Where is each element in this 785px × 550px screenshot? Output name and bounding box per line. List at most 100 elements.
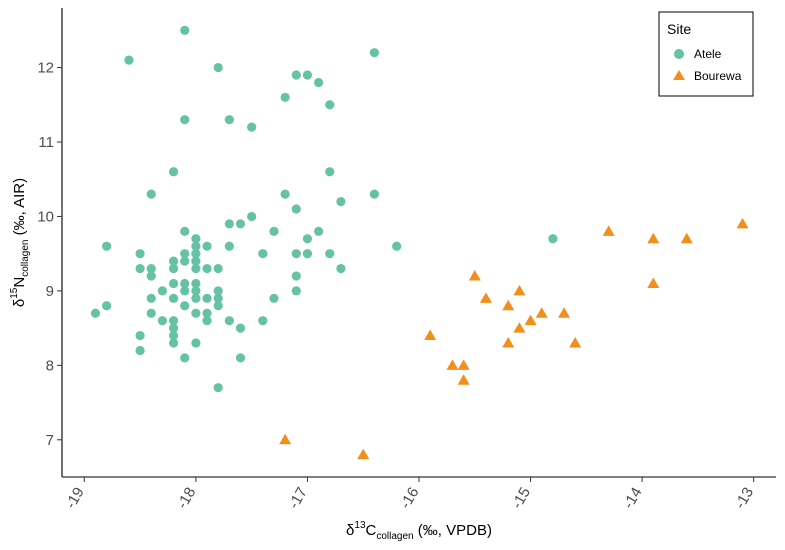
point-bourewa xyxy=(513,322,526,333)
point-atele xyxy=(313,77,324,88)
point-bourewa xyxy=(457,359,470,370)
point-atele xyxy=(224,219,234,229)
point-atele xyxy=(168,256,179,266)
point-atele xyxy=(302,249,313,259)
y-tick-label: 7 xyxy=(46,432,54,449)
point-atele xyxy=(258,316,268,326)
point-atele xyxy=(191,278,201,289)
point-bourewa xyxy=(524,314,537,326)
point-atele xyxy=(135,330,145,341)
point-atele xyxy=(191,293,201,303)
point-atele xyxy=(180,286,190,296)
point-bourewa xyxy=(736,217,749,229)
point-atele xyxy=(280,92,290,102)
y-tick-label: 8 xyxy=(46,357,54,374)
point-bourewa xyxy=(468,270,481,281)
point-atele xyxy=(168,263,179,274)
point-atele xyxy=(291,249,301,259)
point-atele xyxy=(325,100,335,110)
point-bourewa xyxy=(357,448,370,460)
point-atele xyxy=(168,293,179,303)
point-atele xyxy=(168,338,179,348)
point-atele xyxy=(168,278,179,289)
point-atele xyxy=(102,301,112,311)
legend: Site Atele Bourewa xyxy=(658,11,754,97)
point-atele xyxy=(180,115,190,125)
point-atele xyxy=(146,293,156,303)
point-atele xyxy=(336,196,346,207)
point-atele xyxy=(146,263,156,274)
point-atele xyxy=(269,226,279,236)
x-tick-label: -16 xyxy=(397,485,423,512)
point-atele xyxy=(202,316,212,326)
point-atele xyxy=(235,353,246,363)
point-atele xyxy=(291,204,301,214)
point-atele xyxy=(191,286,201,296)
x-axis-title: δ13Ccollagen (‰, VPDB) xyxy=(346,520,492,542)
point-atele xyxy=(180,353,190,363)
x-tick-label: -17 xyxy=(285,485,311,512)
x-tick-label: -19 xyxy=(62,485,88,512)
point-atele xyxy=(247,122,257,132)
y-tick-label: 12 xyxy=(37,60,54,77)
point-atele xyxy=(202,293,212,303)
points-layer xyxy=(90,25,749,460)
point-atele xyxy=(180,226,190,236)
point-atele xyxy=(313,226,324,236)
y-tick-label: 9 xyxy=(46,283,54,300)
point-atele xyxy=(168,167,179,177)
point-bourewa xyxy=(479,292,492,303)
y-tick-label: 11 xyxy=(38,134,54,151)
point-atele xyxy=(325,167,335,177)
point-atele xyxy=(369,189,379,199)
x-tick-label: -15 xyxy=(508,485,534,512)
point-atele xyxy=(224,241,234,251)
point-atele xyxy=(258,249,268,259)
y-tick-label: 10 xyxy=(37,208,54,225)
point-atele xyxy=(224,316,234,326)
point-atele xyxy=(213,62,223,73)
legend-marker-atele xyxy=(674,49,684,59)
point-atele xyxy=(269,293,279,303)
point-atele xyxy=(280,189,290,199)
point-atele xyxy=(213,263,223,274)
legend-title: Site xyxy=(667,21,691,37)
point-bourewa xyxy=(502,337,515,348)
point-bourewa xyxy=(647,232,660,244)
point-atele xyxy=(157,316,168,326)
point-atele xyxy=(146,189,156,199)
point-bourewa xyxy=(424,329,437,341)
point-atele xyxy=(180,25,190,35)
point-bourewa xyxy=(602,225,615,236)
point-atele xyxy=(202,308,212,318)
point-atele xyxy=(102,241,112,251)
y-axis-ticks: 7 8 9 10 11 12 xyxy=(37,60,62,449)
point-atele xyxy=(213,301,223,311)
point-atele xyxy=(336,263,346,274)
point-atele xyxy=(213,293,223,303)
point-atele xyxy=(146,271,156,281)
point-atele xyxy=(180,278,190,289)
point-atele xyxy=(157,286,168,296)
point-atele xyxy=(548,234,558,244)
point-atele xyxy=(202,263,212,274)
point-atele xyxy=(124,55,134,65)
point-bourewa xyxy=(535,307,548,318)
point-atele xyxy=(213,383,223,393)
point-atele xyxy=(168,323,179,333)
legend-label-atele: Atele xyxy=(694,47,722,61)
point-atele xyxy=(180,301,190,311)
x-tick-label: -14 xyxy=(620,485,646,512)
legend-label-bourewa: Bourewa xyxy=(694,69,742,83)
point-atele xyxy=(291,286,301,296)
point-atele xyxy=(168,316,179,326)
point-atele xyxy=(202,241,212,251)
point-atele xyxy=(302,70,313,80)
point-atele xyxy=(168,330,179,341)
point-atele xyxy=(392,241,402,251)
point-atele xyxy=(135,263,145,274)
point-atele xyxy=(191,241,201,251)
point-bourewa xyxy=(502,299,515,311)
point-atele xyxy=(180,249,190,259)
